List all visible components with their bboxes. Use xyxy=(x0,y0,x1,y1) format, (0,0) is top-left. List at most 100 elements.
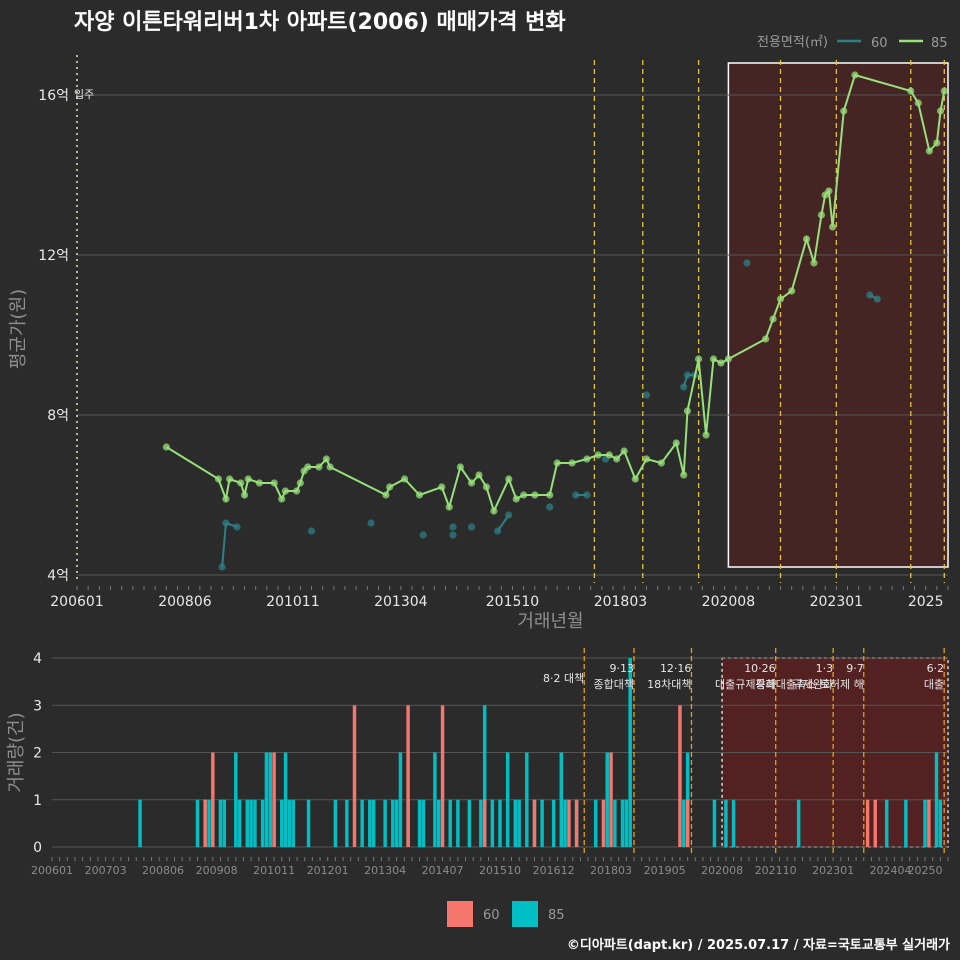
series-85-point xyxy=(531,491,539,499)
series-85-point xyxy=(817,211,826,219)
x-tick-label-bottom: 202110 xyxy=(755,864,797,877)
series-85-point xyxy=(505,475,513,483)
x-tick-label-bottom: 201905 xyxy=(644,864,686,877)
y-tick-label-bottom: 0 xyxy=(33,840,42,856)
series-85-point xyxy=(445,503,453,511)
legend-60-label: 60 xyxy=(871,36,888,51)
price-line-chart: 4억 8억 12억 16억 200601 200806 201011 201304 201510… xyxy=(8,55,949,632)
bar-85 xyxy=(613,799,617,847)
y-tick-label-bottom: 2 xyxy=(33,746,42,762)
policy-label: 9·13 xyxy=(610,662,635,675)
series-85-point xyxy=(520,491,528,499)
policy-label: 1·3 xyxy=(816,662,834,675)
series-85-point xyxy=(255,479,263,487)
x-tick-label-bottom: 201510 xyxy=(479,864,521,877)
bar-85 xyxy=(498,799,502,847)
series-60-point xyxy=(449,531,457,539)
bar-85 xyxy=(551,799,556,847)
series-85-point xyxy=(240,491,249,499)
series-85-point xyxy=(724,355,732,363)
series-85-point xyxy=(695,355,703,363)
policy-label: 규제완화 xyxy=(793,678,833,691)
bar-85 xyxy=(605,752,609,847)
x-tick-label: 201011 xyxy=(266,594,319,610)
series-85-point xyxy=(605,451,613,459)
bar-85 xyxy=(383,799,387,847)
bar-60 xyxy=(567,799,571,847)
bar-85 xyxy=(417,799,422,847)
bar-85 xyxy=(360,799,364,847)
series-85-point xyxy=(717,359,725,367)
bar-85 xyxy=(345,799,349,847)
bar-85 xyxy=(391,799,395,847)
bar-85 xyxy=(237,799,242,847)
bar-85 xyxy=(479,799,483,847)
bar-60 xyxy=(574,799,579,847)
bar-85 xyxy=(291,799,295,847)
series-85-point xyxy=(281,487,290,495)
series-85-point xyxy=(933,139,941,147)
series-60-point xyxy=(572,491,580,499)
bar-85 xyxy=(287,799,292,847)
x-tick-label-bottom: 200806 xyxy=(142,864,184,877)
series-85-point xyxy=(672,439,680,447)
bar-85 xyxy=(923,799,927,847)
x-tick-label: 202008 xyxy=(702,594,755,610)
series-85-point xyxy=(762,335,770,343)
series-85-point xyxy=(400,475,409,483)
bar-60 xyxy=(927,799,931,847)
bar-85 xyxy=(195,799,200,847)
series-60-point xyxy=(873,295,881,303)
x-tick-label-bottom: 201803 xyxy=(590,864,632,877)
bar-85 xyxy=(712,799,717,847)
series-60-point xyxy=(546,503,554,511)
series-85-point xyxy=(456,463,464,471)
series-85-point xyxy=(907,87,915,95)
x-tick-label-bottom: 201612 xyxy=(533,864,575,877)
series-85-point xyxy=(776,295,785,303)
series-85-point xyxy=(467,479,476,487)
series-60-point xyxy=(307,527,316,535)
bar-85 xyxy=(421,799,426,847)
series-60-point xyxy=(683,371,692,379)
bar-60 xyxy=(440,705,445,847)
series-85-point xyxy=(657,459,665,467)
bar-85 xyxy=(482,705,487,847)
bar-60 xyxy=(865,799,870,847)
series-85-point xyxy=(914,99,922,107)
y-tick-label: 4억 xyxy=(47,568,69,584)
series-85-point xyxy=(802,235,811,243)
bar-85 xyxy=(628,658,632,847)
legend-bar-85-label: 85 xyxy=(548,908,565,923)
source-footer: ©디아파트(dapt.kr) / 2025.07.17 / 자료=국토교통부 실… xyxy=(566,938,950,953)
series-85-point xyxy=(322,455,330,463)
x-tick-label-bottom: 202404 xyxy=(870,864,912,877)
x-axis-title: 거래년월 xyxy=(517,611,583,632)
series-85-point xyxy=(382,491,390,499)
series-85-point xyxy=(810,259,818,267)
bar-85 xyxy=(249,799,253,847)
series-85-point xyxy=(162,443,170,451)
x-tick-label-bottom: 20250 xyxy=(908,864,943,877)
bar-85 xyxy=(283,752,288,847)
y-tick-label: 8억 xyxy=(47,408,69,424)
bar-85 xyxy=(398,752,403,847)
bar-60 xyxy=(873,799,877,847)
policy-label: 18차대책 xyxy=(647,678,691,691)
series-85-point xyxy=(583,455,591,463)
bar-85 xyxy=(268,752,272,847)
bar-60 xyxy=(678,705,682,847)
series-85-point xyxy=(709,355,718,363)
bar-85 xyxy=(517,799,521,847)
series-85-point xyxy=(851,71,859,79)
series-60-point xyxy=(218,563,226,571)
y-tick-label-bottom: 4 xyxy=(33,651,42,667)
series-85-point xyxy=(683,407,692,415)
series-85-point xyxy=(226,475,234,483)
bar-60 xyxy=(203,799,207,847)
bar-85 xyxy=(620,799,625,847)
bar-85 xyxy=(218,799,223,847)
bar-85 xyxy=(264,752,269,847)
series-85-point xyxy=(214,475,223,483)
